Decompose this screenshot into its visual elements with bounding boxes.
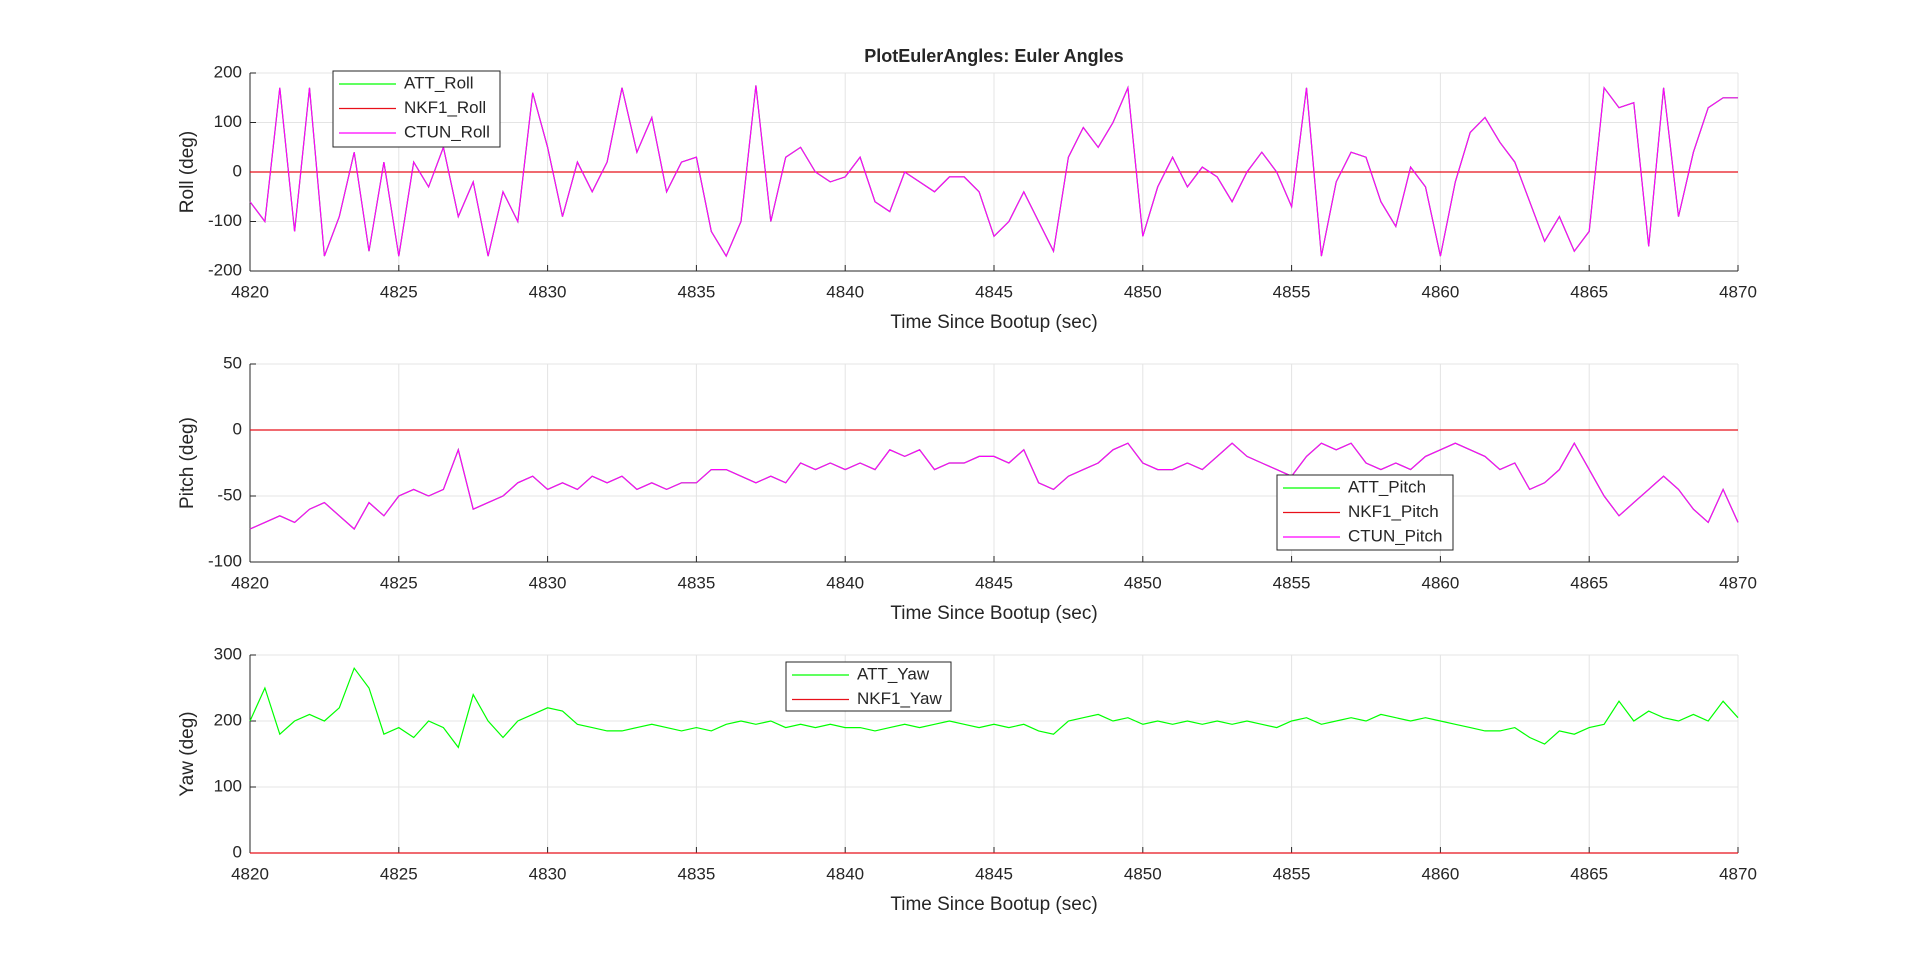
y-axis-label: Yaw (deg) xyxy=(177,711,198,796)
x-tick-label: 4860 xyxy=(1421,864,1459,883)
legend-label: ATT_Roll xyxy=(404,73,474,92)
series-line xyxy=(249,441,1739,530)
x-axis-label: Time Since Bootup (sec) xyxy=(890,603,1097,624)
x-tick-label: 4835 xyxy=(677,864,715,883)
x-axis-label: Time Since Bootup (sec) xyxy=(890,894,1097,915)
x-axis-label: Time Since Bootup (sec) xyxy=(890,312,1097,333)
x-tick-label: 4835 xyxy=(677,573,715,592)
x-tick-label: 4865 xyxy=(1570,864,1608,883)
legend-label: NKF1_Pitch xyxy=(1348,502,1439,521)
x-tick-label: 4855 xyxy=(1273,573,1311,592)
x-tick-label: 4845 xyxy=(975,282,1013,301)
y-axis-label: Roll (deg) xyxy=(177,131,198,213)
x-tick-label: 4855 xyxy=(1273,282,1311,301)
y-tick-label: 300 xyxy=(214,644,242,663)
y-tick-label: 0 xyxy=(233,842,242,861)
x-tick-label: 4820 xyxy=(231,573,269,592)
x-tick-label: 4845 xyxy=(975,573,1013,592)
x-tick-label: 4865 xyxy=(1570,573,1608,592)
y-tick-label: 200 xyxy=(214,710,242,729)
x-tick-label: 4855 xyxy=(1273,864,1311,883)
legend-label: NKF1_Roll xyxy=(404,98,486,117)
x-tick-label: 4830 xyxy=(529,864,567,883)
x-tick-label: 4850 xyxy=(1124,282,1162,301)
x-tick-label: 4825 xyxy=(380,864,418,883)
y-tick-label: 50 xyxy=(223,353,242,372)
x-tick-label: 4870 xyxy=(1719,282,1757,301)
x-tick-label: 4860 xyxy=(1421,573,1459,592)
y-tick-label: 100 xyxy=(214,112,242,131)
y-tick-label: -100 xyxy=(208,551,242,570)
y-tick-label: 0 xyxy=(233,419,242,438)
legend-label: ATT_Yaw xyxy=(857,664,930,683)
series-line xyxy=(249,85,1738,258)
legend-label: NKF1_Yaw xyxy=(857,689,942,708)
x-tick-label: 4850 xyxy=(1124,864,1162,883)
y-axis-label: Pitch (deg) xyxy=(177,417,198,509)
legend-box xyxy=(785,661,952,712)
y-tick-label: -50 xyxy=(217,485,242,504)
x-tick-label: 4840 xyxy=(826,573,864,592)
x-tick-label: 4825 xyxy=(380,282,418,301)
x-tick-label: 4865 xyxy=(1570,282,1608,301)
x-tick-label: 4825 xyxy=(380,573,418,592)
x-tick-label: 4830 xyxy=(529,573,567,592)
chart-title: PlotEulerAngles: Euler Angles xyxy=(864,46,1123,66)
x-tick-label: 4820 xyxy=(231,864,269,883)
series-line xyxy=(249,666,1739,749)
y-tick-label: 0 xyxy=(233,161,242,180)
y-tick-label: 200 xyxy=(214,62,242,81)
x-tick-label: 4840 xyxy=(826,864,864,883)
x-tick-label: 4870 xyxy=(1719,573,1757,592)
y-tick-label: -100 xyxy=(208,211,242,230)
legend-label: CTUN_Roll xyxy=(404,122,490,141)
x-tick-label: 4870 xyxy=(1719,864,1757,883)
x-tick-label: 4835 xyxy=(677,282,715,301)
x-tick-label: 4840 xyxy=(826,282,864,301)
y-tick-label: 100 xyxy=(214,776,242,795)
y-tick-label: -200 xyxy=(208,260,242,279)
x-tick-label: 4845 xyxy=(975,864,1013,883)
x-tick-label: 4820 xyxy=(231,282,269,301)
legend-label: ATT_Pitch xyxy=(1348,477,1426,496)
legend-label: CTUN_Pitch xyxy=(1348,526,1442,545)
x-tick-label: 4830 xyxy=(529,282,567,301)
x-tick-label: 4860 xyxy=(1421,282,1459,301)
x-tick-label: 4850 xyxy=(1124,573,1162,592)
